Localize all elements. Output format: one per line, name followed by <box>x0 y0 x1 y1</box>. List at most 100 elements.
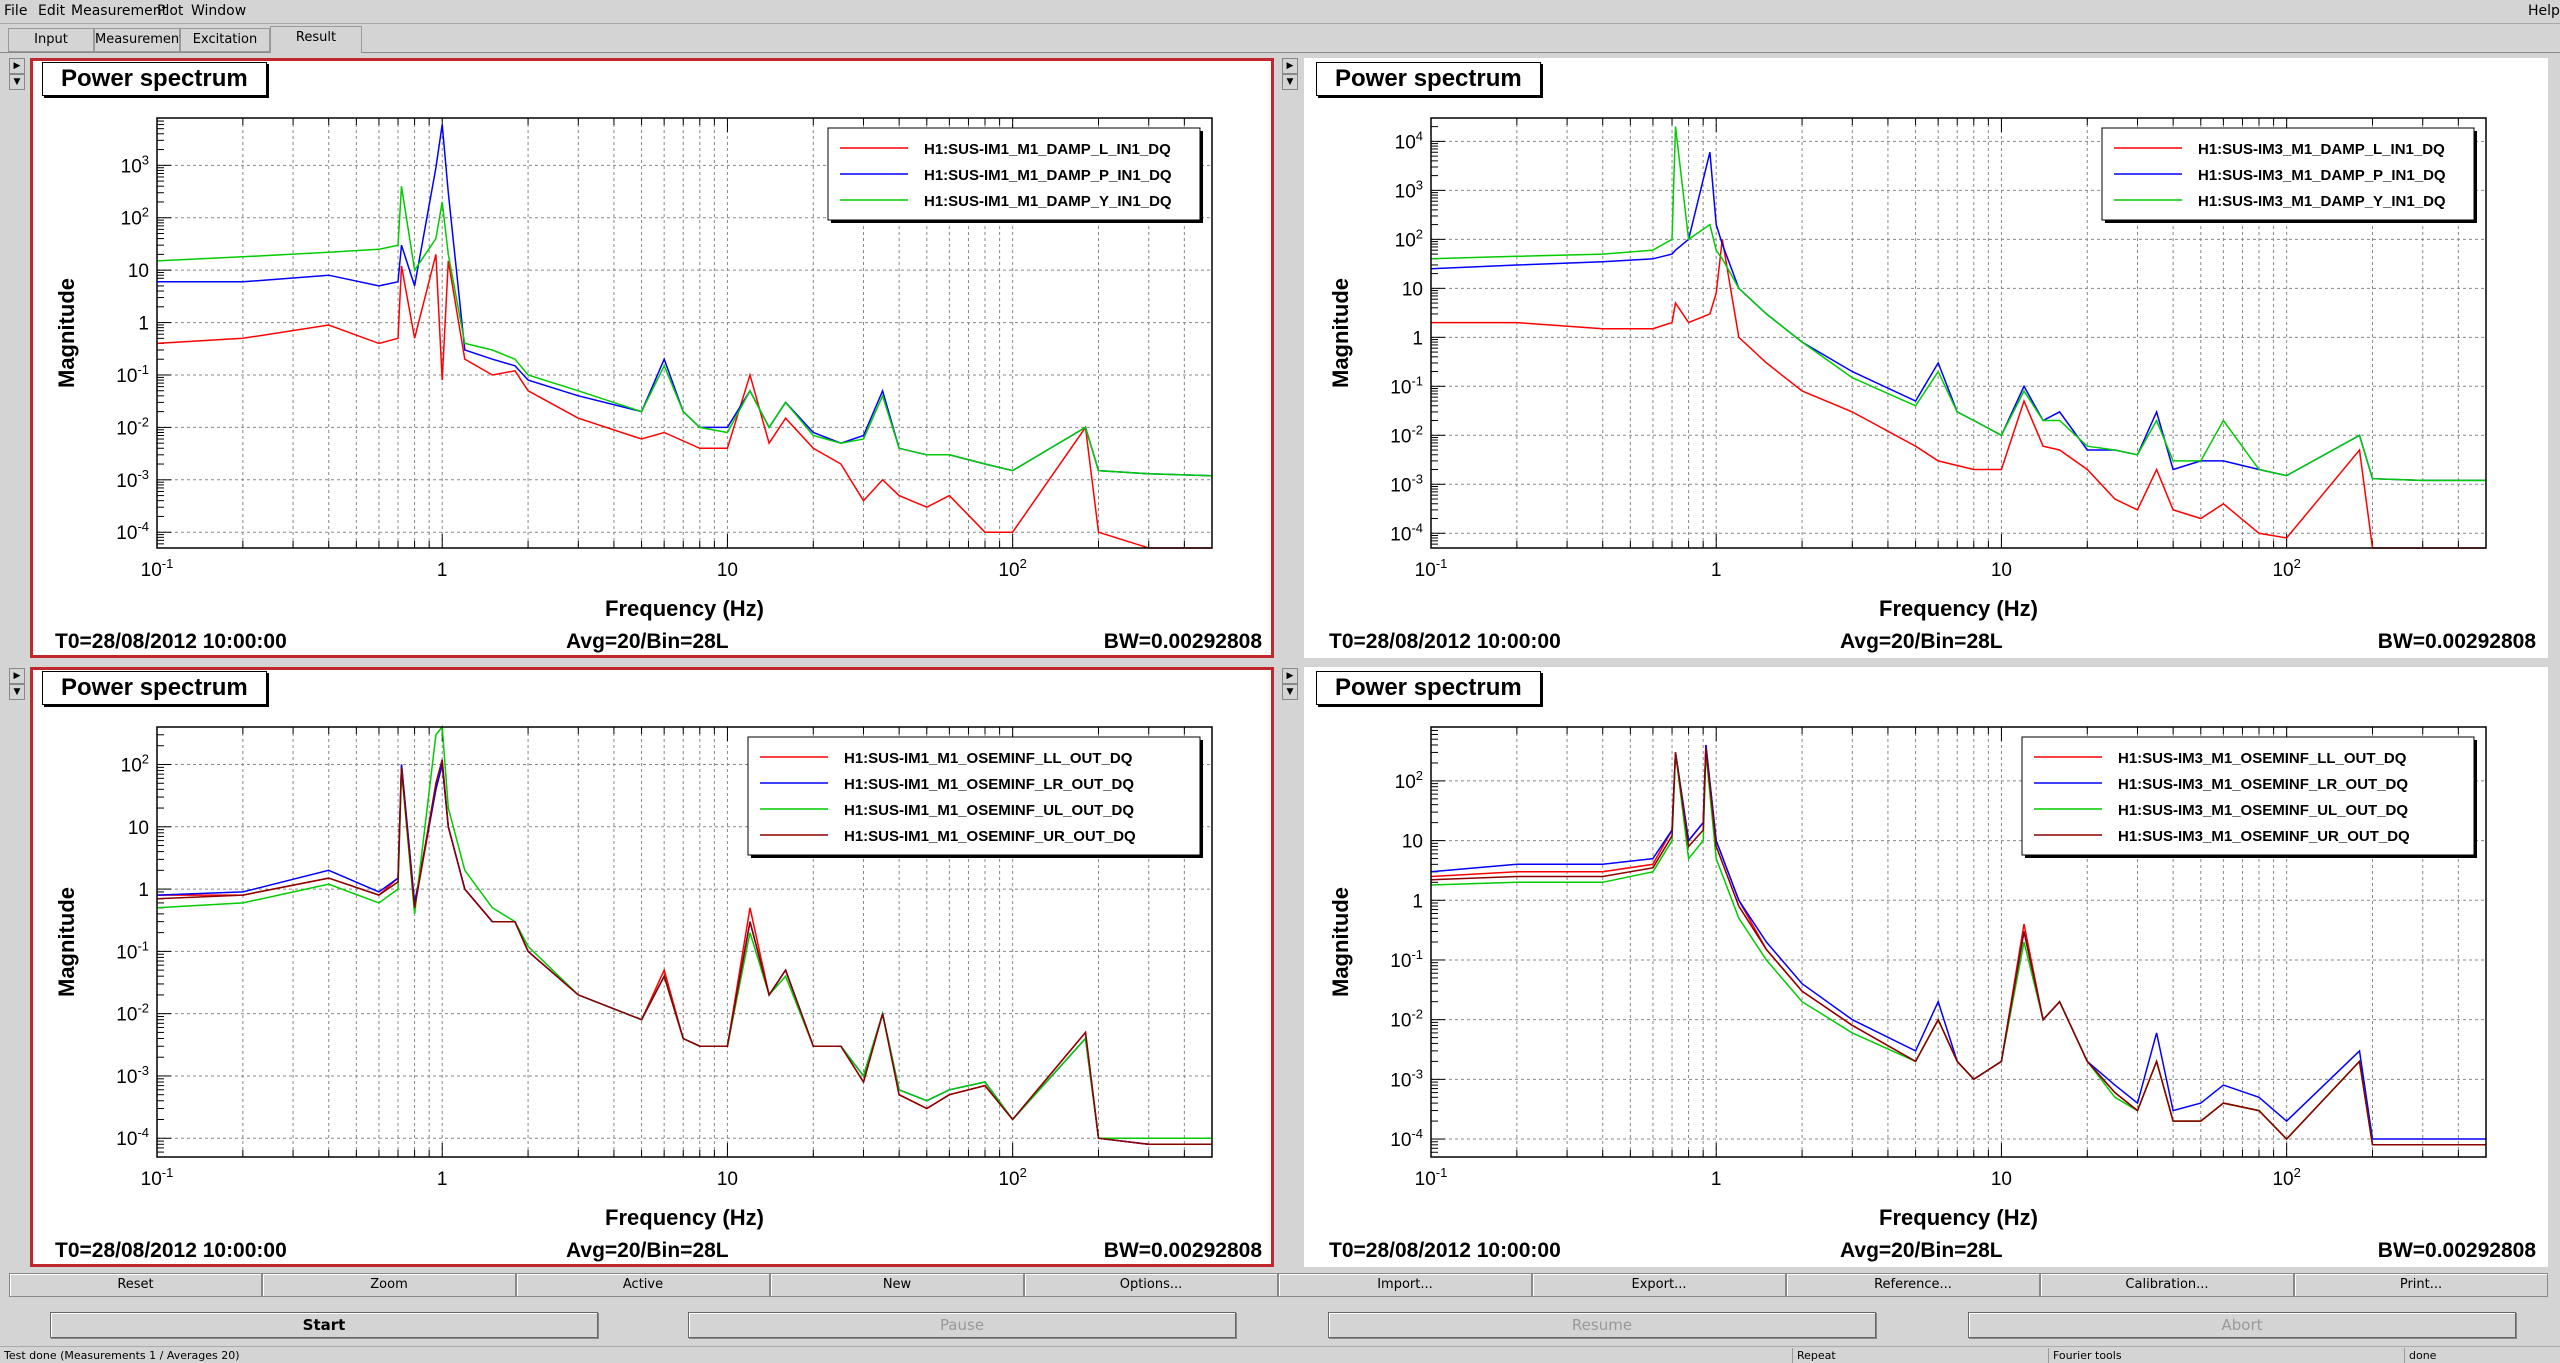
status-repeat: Repeat <box>1792 1348 2048 1363</box>
legend-entry: H1:SUS-IM1_M1_OSEMINF_UR_OUT_DQ <box>844 828 1136 845</box>
plot-panel-3[interactable]: 10-1 1 10 102 10-4 10-3 10-2 10-1 1 10 102 Frequenc… <box>30 667 1274 1267</box>
plot-canvas[interactable]: 10-1 1 10 102 10-4 10-3 10-2 10-1 1 10 102 Frequenc… <box>1304 667 2548 1267</box>
plot-canvas[interactable]: 10-1 1 10 102 10-4 10-3 10-2 10-1 1 10 102 Frequenc… <box>30 667 1274 1267</box>
options-button[interactable]: Options... <box>1024 1273 1278 1297</box>
y-tick-label: 10-1 <box>116 362 149 387</box>
plot-canvas[interactable]: 10-1 1 10 102 10-4 10-3 10-2 10-1 1 10 102 103 104 Fr… <box>1304 58 2548 658</box>
series-line <box>156 759 1212 1146</box>
tab-input[interactable]: Input <box>8 28 94 52</box>
x-tick-label: 10-1 <box>141 1165 174 1190</box>
panel3-expand-down-icon[interactable]: ▼ <box>9 684 25 700</box>
panel3-expand-right-icon[interactable]: ▶ <box>9 668 25 684</box>
calibration-button[interactable]: Calibration... <box>2040 1273 2294 1297</box>
y-tick-label: 103 <box>1395 177 1423 202</box>
new-button[interactable]: New <box>770 1273 1024 1297</box>
footer-bw: BW=0.00292808 <box>1103 1239 1262 1262</box>
legend: H1:SUS-IM1_M1_DAMP_L_IN1_DQ H1:SUS-IM1_M1… <box>827 127 1203 223</box>
legend: H1:SUS-IM3_M1_OSEMINF_LL_OUT_DQ H1:SUS-IM… <box>2021 736 2477 858</box>
y-tick-label: 102 <box>121 205 149 230</box>
legend-entry: H1:SUS-IM1_M1_DAMP_Y_IN1_DQ <box>924 193 1172 210</box>
menu-measurement[interactable]: Measurement <box>71 3 168 19</box>
footer-bw: BW=0.00292808 <box>1103 630 1262 653</box>
tab-measurement[interactable]: Measurement <box>94 28 184 52</box>
footer-t0: T0=28/08/2012 10:00:00 <box>1329 630 1561 653</box>
start-button[interactable]: Start <box>50 1312 598 1338</box>
abort-button[interactable]: Abort <box>1968 1312 2516 1338</box>
series-line <box>156 254 1212 549</box>
plot-panel-1[interactable]: 10-1 1 10 102 10-4 10-3 10-2 10-1 1 10 102 103 Frequ… <box>30 58 1274 658</box>
grid <box>156 117 1213 549</box>
x-tick-label: 102 <box>2272 556 2300 581</box>
panel2-expand-right-icon[interactable]: ▶ <box>1282 58 1298 74</box>
legend-entry: H1:SUS-IM1_M1_OSEMINF_LL_OUT_DQ <box>844 750 1133 767</box>
y-tick-label: 10-4 <box>1390 1126 1423 1151</box>
y-tick-label: 10 <box>1402 832 1423 853</box>
y-tick-label: 10-1 <box>1390 947 1423 972</box>
series-line <box>1431 239 2486 549</box>
series-group <box>156 124 1213 549</box>
plot-panel-2[interactable]: 10-1 1 10 102 10-4 10-3 10-2 10-1 1 10 102 103 104 Fr… <box>1304 58 2548 658</box>
status-bar: Test done (Measurements 1 / Averages 20)… <box>0 1346 2560 1363</box>
pause-button[interactable]: Pause <box>688 1312 1236 1338</box>
y-axis-label: Magnitude <box>1328 278 1353 388</box>
panel1-expand-down-icon[interactable]: ▼ <box>9 74 25 90</box>
y-tick-label: 102 <box>1395 768 1423 793</box>
x-tick-label: 1 <box>1711 560 1722 581</box>
series-group <box>1430 744 2486 1146</box>
footer-avg: Avg=20/Bin=28L <box>1840 630 2003 653</box>
panel1-expand-right-icon[interactable]: ▶ <box>9 58 25 74</box>
menu-window[interactable]: Window <box>191 3 247 19</box>
x-axis-label: Frequency (Hz) <box>605 1205 764 1230</box>
y-tick-label: 10-4 <box>116 519 149 544</box>
menu-plot[interactable]: Plot <box>157 3 184 19</box>
panel4-expand-right-icon[interactable]: ▶ <box>1282 668 1298 684</box>
legend-entry: H1:SUS-IM1_M1_OSEMINF_LR_OUT_DQ <box>844 776 1134 793</box>
panel4-expand-down-icon[interactable]: ▼ <box>1282 684 1298 700</box>
print-button[interactable]: Print... <box>2294 1273 2548 1297</box>
plot-canvas[interactable]: 10-1 1 10 102 10-4 10-3 10-2 10-1 1 10 102 103 Frequ… <box>30 58 1274 658</box>
x-tick-label: 10 <box>717 560 738 581</box>
panel2-expand-down-icon[interactable]: ▼ <box>1282 74 1298 90</box>
x-tick-label: 1 <box>1711 1169 1722 1190</box>
legend-entry: H1:SUS-IM3_M1_OSEMINF_UL_OUT_DQ <box>2118 802 2408 819</box>
legend-entry: H1:SUS-IM3_M1_DAMP_Y_IN1_DQ <box>2198 193 2446 210</box>
panel-title: Power spectrum <box>1316 671 1541 705</box>
menu-edit[interactable]: Edit <box>38 3 66 19</box>
status-message: Test done (Measurements 1 / Averages 20) <box>4 1349 240 1362</box>
zoom-button[interactable]: Zoom <box>262 1273 516 1297</box>
plot-panel-4[interactable]: 10-1 1 10 102 10-4 10-3 10-2 10-1 1 10 102 Frequenc… <box>1304 667 2548 1267</box>
tab-excitation[interactable]: Excitation <box>180 28 270 52</box>
y-tick-label: 10 <box>1402 279 1423 300</box>
y-tick-label: 10-3 <box>116 467 149 492</box>
y-tick-label: 102 <box>121 752 149 777</box>
y-tick-label: 10-2 <box>1390 422 1423 447</box>
reference-button[interactable]: Reference... <box>1786 1273 2040 1297</box>
active-button[interactable]: Active <box>516 1273 770 1297</box>
resume-button[interactable]: Resume <box>1328 1312 1876 1338</box>
legend: H1:SUS-IM3_M1_DAMP_L_IN1_DQ H1:SUS-IM3_M1… <box>2101 127 2477 223</box>
reset-button[interactable]: Reset <box>9 1273 262 1297</box>
y-tick-label: 10-2 <box>116 1001 149 1026</box>
footer-avg: Avg=20/Bin=28L <box>566 1239 729 1262</box>
menu-file[interactable]: File <box>4 3 28 19</box>
y-tick-label: 102 <box>1395 226 1423 251</box>
footer-t0: T0=28/08/2012 10:00:00 <box>1329 1239 1561 1262</box>
legend-entry: H1:SUS-IM1_M1_DAMP_L_IN1_DQ <box>924 141 1171 158</box>
export-button[interactable]: Export... <box>1532 1273 1786 1297</box>
import-button[interactable]: Import... <box>1278 1273 1532 1297</box>
x-axis-label: Frequency (Hz) <box>605 596 764 621</box>
y-tick-label: 10 <box>128 818 149 839</box>
menu-help[interactable]: Help <box>2528 3 2560 19</box>
footer-bw: BW=0.00292808 <box>2377 1239 2536 1262</box>
y-tick-label: 10 <box>128 261 149 282</box>
x-tick-label: 10 <box>1991 560 2012 581</box>
y-tick-label: 104 <box>1395 128 1423 153</box>
plot-frame <box>156 726 1213 1158</box>
tab-result[interactable]: Result <box>270 26 362 53</box>
plot-frame <box>1430 726 2487 1158</box>
series-group <box>1430 126 2486 549</box>
panel-title: Power spectrum <box>42 671 267 705</box>
grid <box>156 726 1213 1158</box>
y-tick-label: 1 <box>138 314 149 335</box>
